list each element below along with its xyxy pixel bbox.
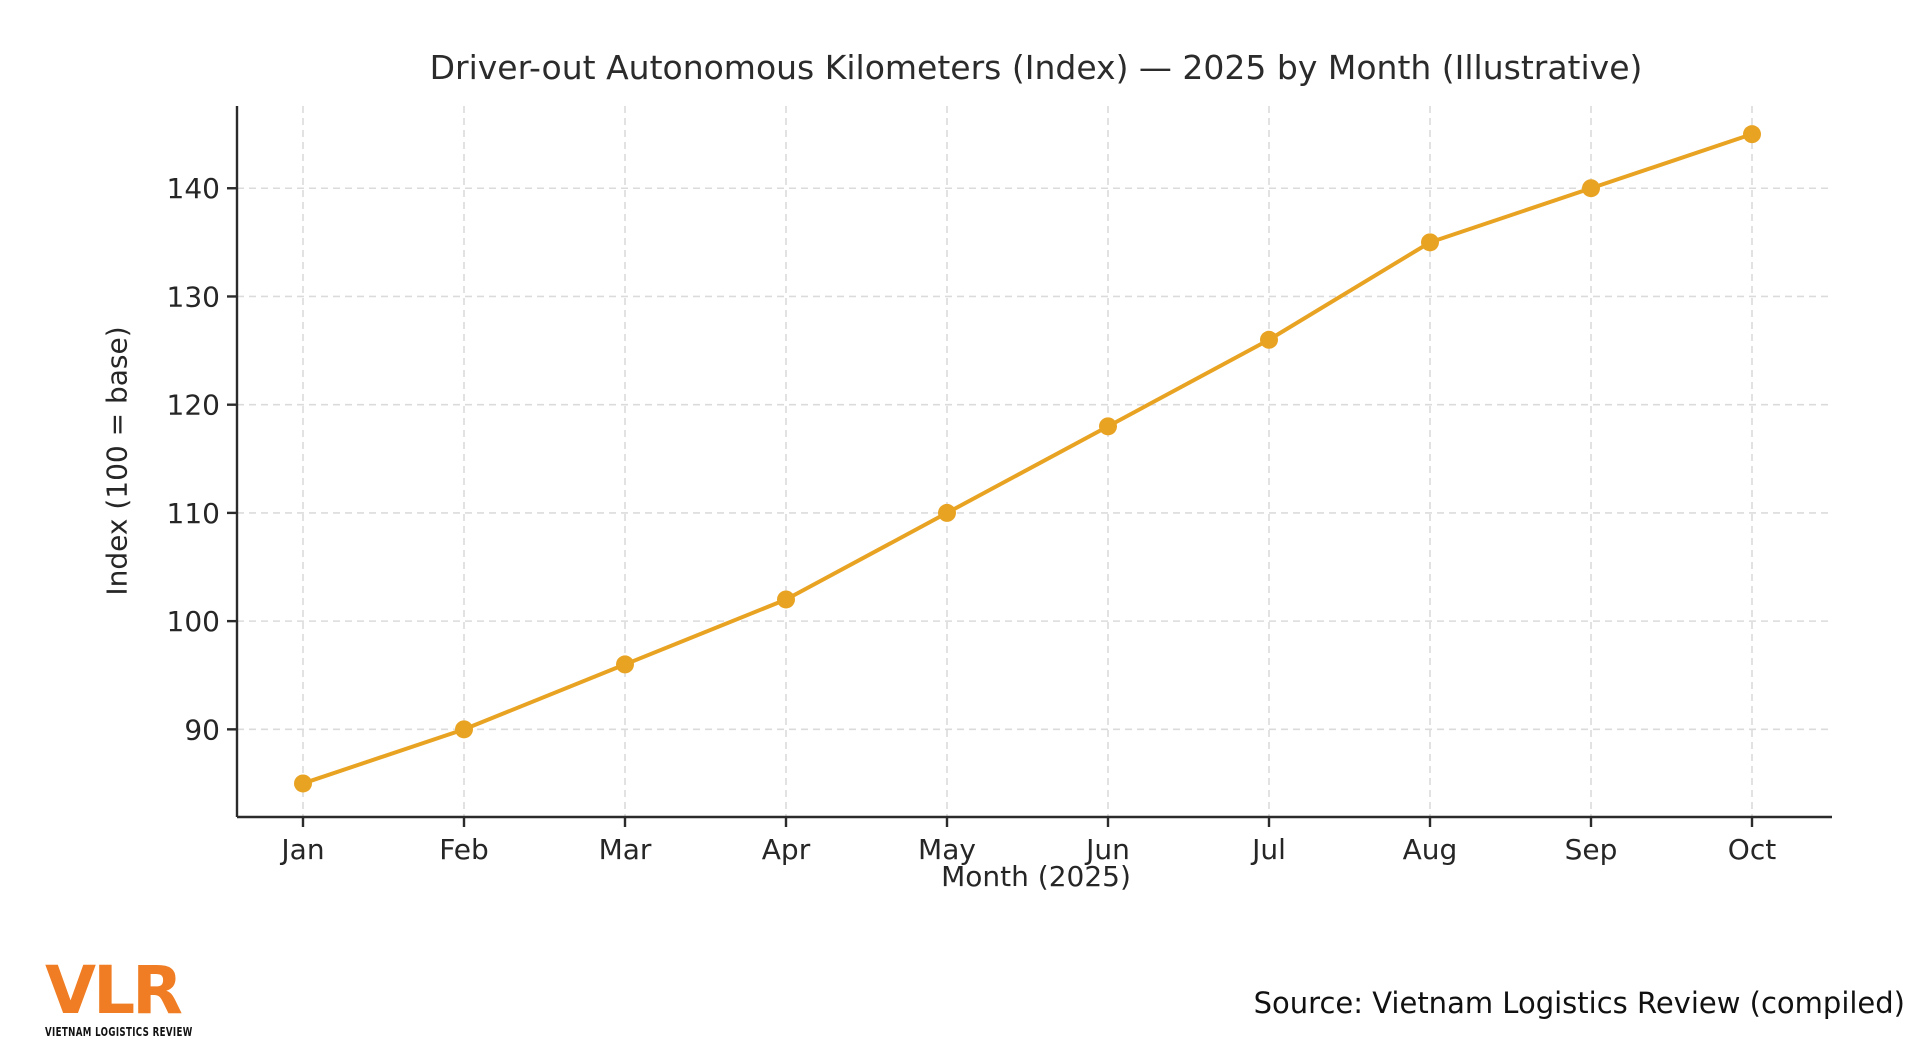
axes [227, 106, 1832, 827]
x-tick-label: Sep [1565, 833, 1618, 866]
data-point [1743, 125, 1761, 144]
series [294, 125, 1761, 793]
source-text: Source: Vietnam Logistics Review (compil… [1253, 986, 1905, 1020]
vlr-logo: VLR VIETNAM LOGISTICS REVIEW [45, 952, 250, 1039]
data-point [616, 655, 634, 674]
x-tick-label: May [918, 833, 976, 866]
data-point [1582, 179, 1600, 198]
data-point [938, 503, 956, 522]
data-point [1421, 233, 1439, 252]
x-tick-label: Jan [279, 833, 324, 866]
y-tick-label: 100 [167, 605, 220, 638]
data-point [455, 720, 473, 739]
y-tick-label: 120 [167, 389, 220, 422]
y-tick-label: 90 [184, 713, 220, 746]
x-tick-label: Jun [1084, 833, 1130, 866]
y-tick-label: 140 [167, 172, 220, 205]
x-tick-label: Jul [1250, 833, 1286, 866]
x-tick-label: Feb [439, 833, 489, 866]
y-tick-label: 130 [167, 280, 220, 313]
data-point [294, 774, 312, 793]
data-point [1099, 417, 1117, 436]
y-tick-label: 110 [167, 497, 220, 530]
chart-title: Driver-out Autonomous Kilometers (Index)… [429, 48, 1643, 87]
x-tick-label: Oct [1728, 833, 1776, 866]
tick-labels: 90 100 110 120 130 140 Jan Feb Mar Apr May Jun Jul Au… [167, 172, 1777, 866]
vlr-logo-tagline: VIETNAM LOGISTICS REVIEW [45, 1024, 193, 1039]
vlr-logo-abbr: VLR [45, 952, 183, 1029]
data-point [777, 590, 795, 609]
data-point [1260, 330, 1278, 349]
gridlines [237, 106, 1832, 817]
series-line [301, 132, 1754, 786]
x-axis-label: Month (2025) [941, 860, 1131, 893]
x-tick-label: Aug [1403, 833, 1458, 866]
x-tick-label: Mar [599, 833, 652, 866]
x-tick-label: Apr [762, 833, 811, 866]
